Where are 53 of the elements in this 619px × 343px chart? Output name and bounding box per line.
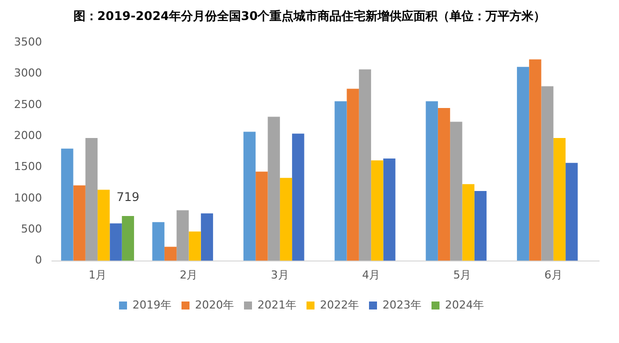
bar [450,122,462,261]
bar [268,116,280,261]
x-tick-label: 4月 [362,268,380,282]
x-tick-label: 1月 [88,268,107,282]
bar [256,172,268,261]
bar [553,138,566,261]
bar [85,138,98,261]
bar [516,66,530,261]
legend-label: 2022年 [320,298,359,312]
bar [164,246,177,261]
legend-label: 2024年 [444,298,484,312]
bar [110,223,122,261]
bar [73,185,86,261]
x-tick-label: 5月 [453,268,472,282]
bar [426,101,438,261]
y-tick-label: 1000 [14,191,42,204]
bar [280,178,292,261]
chart-title: 图：2019-2024年分月份全国30个重点城市商品住宅新增供应面积（单位：万平方米） [72,8,547,25]
y-tick-label: 3000 [14,66,42,80]
bar [200,213,214,261]
y-tick-label: 500 [20,222,42,236]
bar [176,210,189,261]
bar [152,222,164,261]
bar [61,148,74,261]
legend-label: 2023年 [382,298,422,312]
legend-label: 2019年 [132,298,172,312]
legend-label: 2021年 [258,298,297,312]
bar [474,190,487,261]
data-label: 719 [116,190,140,204]
bar [541,86,554,261]
x-tick-label: 6月 [544,268,562,282]
bar [334,101,347,261]
y-tick-label: 2500 [14,98,42,111]
bar [346,88,359,261]
bar [371,160,384,261]
y-tick-label: 3500 [14,35,42,48]
bar [358,69,372,261]
bar [122,216,134,261]
y-tick-label: 1500 [14,160,42,174]
x-tick-label: 2月 [180,268,198,282]
x-tick-label: 3月 [270,268,289,282]
y-tick-label: 2000 [14,128,42,142]
bar [98,190,110,261]
y-tick-label: 0 [34,254,42,267]
bar [462,184,474,261]
bar [383,158,396,261]
bar [188,232,201,261]
bar [566,162,578,261]
bar [438,108,450,261]
bar [292,134,304,261]
bar [529,59,542,261]
bar [243,132,256,261]
legend-label: 2020年 [195,298,234,312]
